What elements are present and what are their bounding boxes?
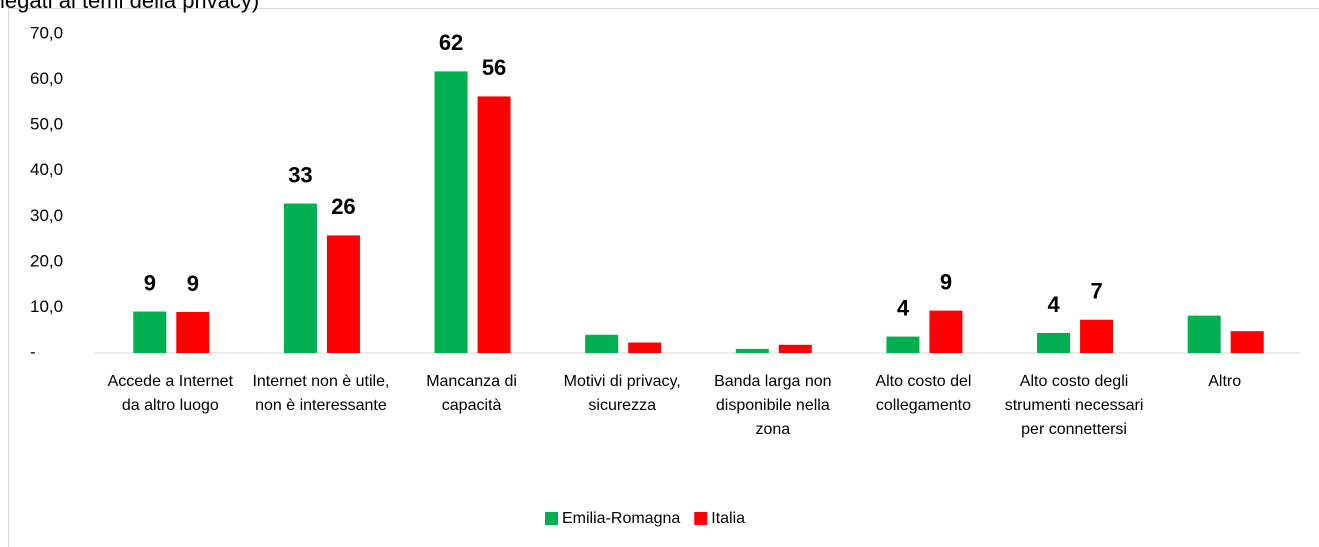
bar [1230,331,1264,353]
data-label: 26 [331,194,355,219]
bar [1037,332,1071,353]
bar [176,311,210,353]
legend-label: Italia [711,510,745,527]
data-label: 9 [144,270,156,295]
y-tick-label: - [30,342,36,361]
legend-swatch [545,512,558,525]
bar [1187,315,1221,353]
bar [735,348,769,353]
data-label: 62 [439,30,463,55]
data-label: 7 [1090,279,1102,304]
data-label: 56 [482,55,506,80]
chart-frame [8,8,1319,547]
y-tick-label: 70,0 [30,23,63,42]
x-tick-label: Banda larga non disponibile nella zona [714,373,832,438]
data-label: 4 [1047,292,1060,317]
bar [1080,319,1114,353]
bar [477,96,511,353]
x-tick-label: Altro [1208,373,1242,390]
bar [585,334,619,353]
x-tick-label: Motivi di privacy, sicurezza [563,373,681,414]
y-tick-label: 50,0 [30,115,63,134]
legend-label: Emilia-Romagna [562,510,680,527]
bar [133,311,167,353]
y-tick-label: 30,0 [30,206,63,225]
data-label: 4 [897,295,910,320]
bar [326,235,360,353]
bar [886,336,920,353]
bar [628,342,662,353]
x-tick-label: Mancanza di capacità [426,373,517,414]
y-tick-label: 40,0 [30,160,63,179]
legend-swatch [694,512,708,525]
y-tick-label: 10,0 [30,297,63,316]
bar [778,344,812,353]
y-tick-label: 60,0 [30,69,63,88]
x-tick-label: Accede a Internet da altro luogo [107,373,234,414]
chart-title: legati ai temi della privacy) [0,0,259,13]
bar [434,71,468,354]
data-label: 9 [187,271,199,296]
bar [929,310,963,353]
x-tick-label: Alto costo del collegamento [875,373,972,414]
x-tick-label: Internet non è utile, non è interessante [252,373,390,414]
data-label: 33 [288,162,312,187]
x-tick-label: Alto costo degli strumenti necessari per… [1004,373,1144,438]
bar [283,203,317,353]
data-label: 9 [940,269,952,294]
y-tick-label: 20,0 [30,251,63,270]
